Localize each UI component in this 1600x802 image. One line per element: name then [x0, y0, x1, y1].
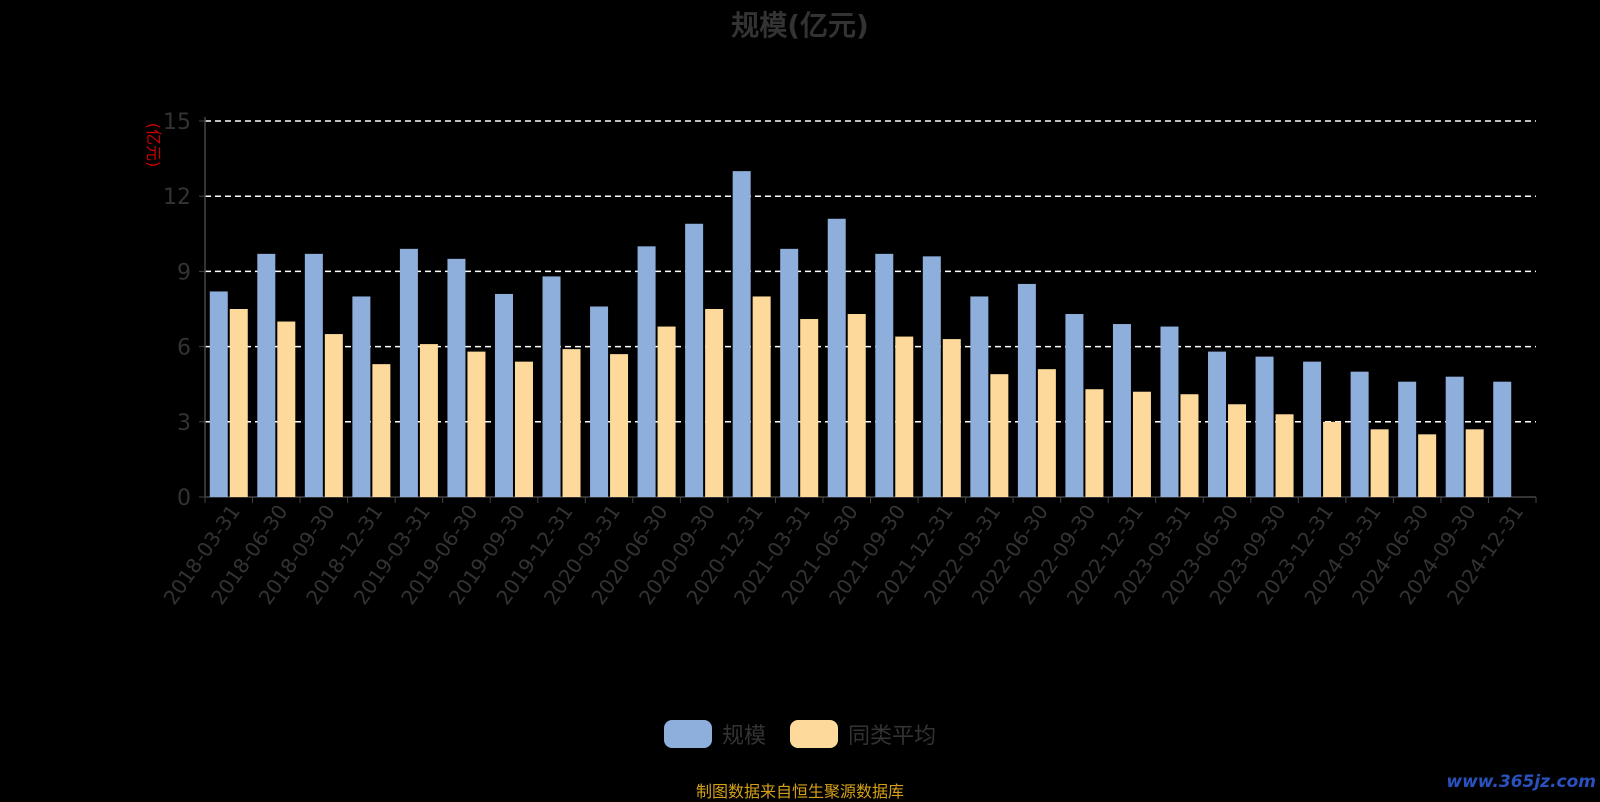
- bar-scale: [1255, 356, 1274, 497]
- bar-peer-average: [847, 314, 866, 497]
- bar-scale: [922, 256, 941, 497]
- bar-peer-average: [610, 354, 629, 497]
- bar-peer-average: [229, 309, 248, 497]
- bar-scale: [209, 291, 228, 497]
- bar-peer-average: [1228, 404, 1247, 497]
- bar-peer-average: [1275, 414, 1294, 497]
- bar-peer-average: [1037, 369, 1056, 497]
- bar-peer-average: [1085, 389, 1104, 497]
- bar-scale: [1303, 361, 1322, 497]
- y-axis-label: (亿元): [144, 123, 163, 168]
- bar-scale: [1398, 381, 1417, 497]
- y-tick-label: 6: [177, 336, 191, 361]
- bar-peer-average: [467, 351, 486, 497]
- bar-scale: [447, 258, 466, 497]
- bar-peer-average: [562, 349, 581, 497]
- bar-peer-average: [1418, 434, 1437, 497]
- bars: [209, 171, 1512, 498]
- bar-scale: [1017, 283, 1036, 497]
- legend-item-peer-average[interactable]: 同类平均: [790, 718, 936, 750]
- bar-scale: [637, 246, 656, 497]
- bar-peer-average: [942, 339, 961, 497]
- legend-label-peer-average: 同类平均: [848, 724, 937, 749]
- bar-scale: [732, 171, 751, 497]
- bar-scale: [780, 248, 799, 497]
- y-tick-label: 9: [177, 260, 191, 285]
- bar-peer-average: [800, 319, 819, 497]
- bar-peer-average: [752, 296, 771, 497]
- bar-scale: [1065, 314, 1084, 497]
- bar-peer-average: [895, 336, 914, 497]
- bar-peer-average: [990, 374, 1009, 497]
- bar-peer-average: [372, 364, 391, 497]
- bar-scale: [1112, 324, 1131, 497]
- y-tick-label: 0: [177, 486, 191, 511]
- legend: 规模 同类平均: [0, 718, 1600, 750]
- bar-scale: [494, 293, 513, 497]
- bar-scale: [590, 306, 609, 497]
- chart-title: 规模(亿元): [731, 9, 869, 42]
- bar-peer-average: [419, 344, 438, 497]
- y-tick-label: 3: [177, 411, 191, 436]
- bar-peer-average: [1180, 394, 1199, 497]
- bar-peer-average: [1323, 421, 1342, 497]
- bar-peer-average: [514, 361, 533, 497]
- bar-scale: [257, 253, 276, 497]
- bar-scale: [1493, 381, 1512, 497]
- bar-peer-average: [1132, 391, 1151, 497]
- y-tick-label: 12: [163, 185, 191, 210]
- bar-peer-average: [705, 309, 724, 497]
- bar-scale: [685, 223, 704, 498]
- legend-swatch-scale: [663, 720, 712, 748]
- bar-scale: [1208, 351, 1227, 497]
- bar-scale: [1160, 326, 1179, 497]
- bar-peer-average: [1465, 429, 1484, 497]
- legend-swatch-peer-average: [790, 720, 838, 748]
- bar-peer-average: [324, 334, 343, 497]
- bar-scale: [827, 218, 846, 497]
- bar-scale: [399, 248, 418, 497]
- y-tick-label: 15: [163, 110, 191, 135]
- source-note: 制图数据来自恒生聚源数据库: [695, 782, 904, 801]
- bar-scale: [1445, 376, 1464, 497]
- bar-scale: [542, 276, 561, 497]
- bar-scale: [875, 253, 894, 497]
- bar-peer-average: [277, 321, 296, 497]
- bar-scale: [304, 253, 323, 497]
- bar-scale: [970, 296, 989, 497]
- bar-peer-average: [657, 326, 676, 497]
- legend-label-scale: 规模: [721, 724, 766, 749]
- watermark: www.365jz.com: [1446, 772, 1596, 792]
- bar-scale: [352, 296, 371, 497]
- legend-item-scale[interactable]: 规模: [663, 718, 766, 750]
- bar-peer-average: [1370, 429, 1389, 497]
- bar-scale: [1350, 371, 1369, 497]
